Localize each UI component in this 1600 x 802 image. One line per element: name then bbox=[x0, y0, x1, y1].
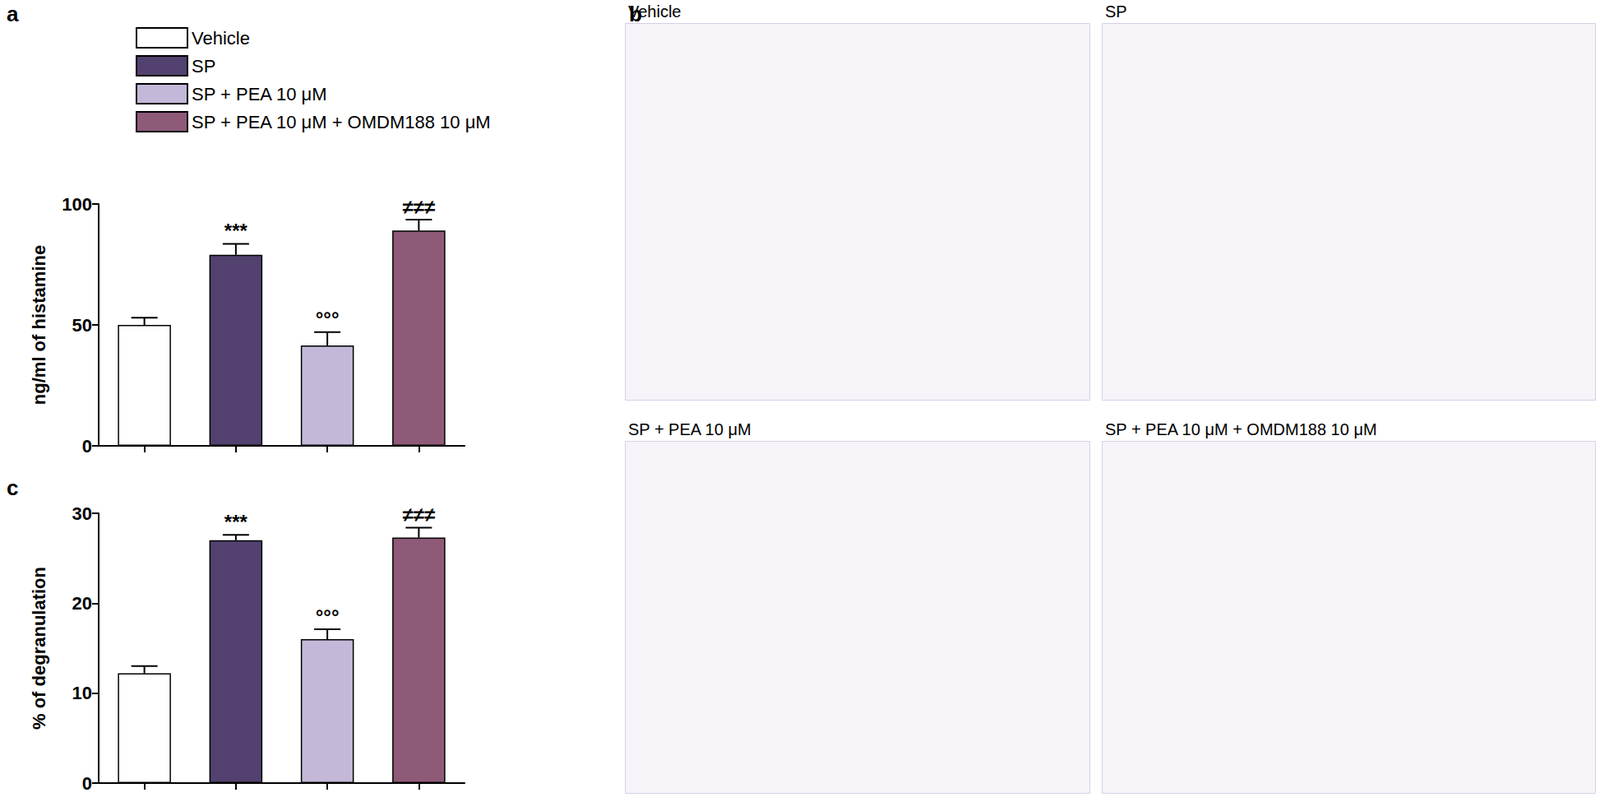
svg-text:≠≠≠: ≠≠≠ bbox=[402, 503, 436, 526]
svg-text:10: 10 bbox=[72, 682, 93, 703]
svg-text:≠≠≠: ≠≠≠ bbox=[402, 195, 436, 218]
svg-text:c: c bbox=[6, 475, 19, 500]
svg-text:***: *** bbox=[224, 510, 249, 533]
svg-text:50: 50 bbox=[72, 314, 93, 336]
svg-text:Vehicle: Vehicle bbox=[628, 2, 682, 21]
svg-text:a: a bbox=[6, 1, 19, 27]
svg-text:ng/ml of histamine: ng/ml of histamine bbox=[28, 245, 50, 405]
svg-text:SP + PEA 10 μM + OMDM188 10 μM: SP + PEA 10 μM + OMDM188 10 μM bbox=[1105, 420, 1378, 439]
svg-text:0: 0 bbox=[82, 772, 93, 794]
svg-text:°°°: °°° bbox=[315, 605, 340, 628]
svg-text:°°°: °°° bbox=[315, 307, 340, 330]
svg-text:30: 30 bbox=[72, 503, 93, 524]
svg-text:0: 0 bbox=[82, 435, 93, 457]
svg-text:SP + PEA 10 μM + OMDM188 10 μM: SP + PEA 10 μM + OMDM188 10 μM bbox=[191, 111, 491, 133]
svg-text:***: *** bbox=[224, 219, 249, 242]
svg-text:Vehicle: Vehicle bbox=[191, 27, 250, 49]
svg-text:SP + PEA 10 μM: SP + PEA 10 μM bbox=[628, 420, 752, 439]
svg-text:20: 20 bbox=[72, 592, 93, 614]
svg-text:% of degranulation: % of degranulation bbox=[28, 566, 50, 730]
svg-text:SP + PEA 10 μM: SP + PEA 10 μM bbox=[191, 83, 328, 105]
svg-text:100: 100 bbox=[61, 194, 93, 215]
svg-text:SP: SP bbox=[1105, 2, 1128, 21]
svg-text:SP: SP bbox=[191, 55, 216, 77]
